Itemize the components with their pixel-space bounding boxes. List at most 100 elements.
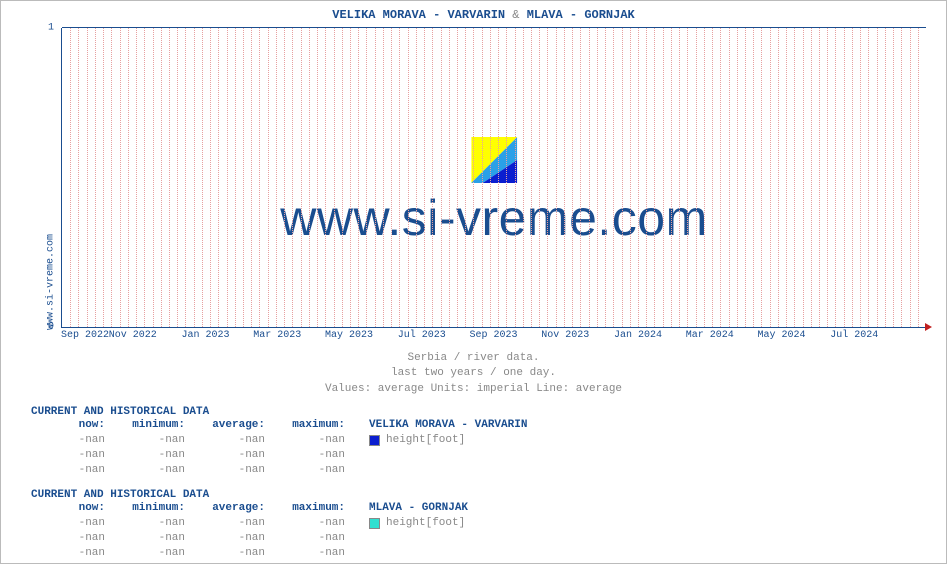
grid-line [506,28,507,327]
grid-line [169,28,170,327]
table-cell: -nan [191,433,271,448]
grid-line [811,28,812,327]
grid-line [202,28,203,327]
grid-line [120,28,121,327]
table-cell: -nan [31,546,111,561]
grid-line [687,28,688,327]
column-header: maximum: [271,501,351,516]
column-header: average: [191,418,271,433]
grid-line [441,28,442,327]
table-cell: -nan [31,463,111,478]
grid-line [786,28,787,327]
grid-line [375,28,376,327]
grid-line [473,28,474,327]
table-cell: -nan [31,516,111,531]
table-cell: -nan [191,546,271,561]
grid-line [194,28,195,327]
data-tables: CURRENT AND HISTORICAL DATAnow:minimum:a… [31,406,936,573]
grid-line [589,28,590,327]
column-header: minimum: [111,418,191,433]
table-cell: -nan [191,448,271,463]
grid-line [498,28,499,327]
color-swatch-icon [369,518,380,529]
grid-line [745,28,746,327]
grid-line [877,28,878,327]
x-tick-label: Sep 2023 [469,330,517,341]
grid-line [729,28,730,327]
series-label: VELIKA MORAVA - VARVARIN [351,418,533,433]
chart-subtitle: Serbia / river data.last two years / one… [1,351,946,397]
grid-line [720,28,721,327]
grid-line [671,28,672,327]
column-header: average: [191,501,271,516]
grid-line [87,28,88,327]
table-row: -nan-nan-nan-nan [31,463,936,478]
subtitle-line: Serbia / river data. [1,351,946,366]
grid-line [564,28,565,327]
grid-line [770,28,771,327]
table-row: -nan-nan-nan-nan [31,546,936,561]
grid-line [893,28,894,327]
grid-line [153,28,154,327]
grid-line [572,28,573,327]
table-cell: -nan [111,463,191,478]
grid-line [844,28,845,327]
table-cell: -nan [271,546,351,561]
chart-title: VELIKA MORAVA - VARVARIN & MLAVA - GORNJ… [31,6,936,28]
table-cell: -nan [111,448,191,463]
grid-line [465,28,466,327]
grid-line [342,28,343,327]
x-tick-label: Jan 2024 [614,330,662,341]
grid-line [144,28,145,327]
grid-line [292,28,293,327]
grid-line [399,28,400,327]
grid-line [868,28,869,327]
grid-line [177,28,178,327]
table-cell: -nan [31,433,111,448]
grid-line [449,28,450,327]
grid-line [605,28,606,327]
grid-line [654,28,655,327]
grid-line [259,28,260,327]
grid-line [383,28,384,327]
grid-line [547,28,548,327]
column-header: minimum: [111,501,191,516]
grid-line [432,28,433,327]
data-table: CURRENT AND HISTORICAL DATAnow:minimum:a… [31,406,936,477]
grid-line [457,28,458,327]
grid-line [185,28,186,327]
column-header: maximum: [271,418,351,433]
grid-line [358,28,359,327]
grid-line [663,28,664,327]
grid-line [556,28,557,327]
grid-line [210,28,211,327]
table-cell: -nan [111,546,191,561]
table-row: -nan-nan-nan-nan [31,448,936,463]
grid-line [490,28,491,327]
plot-region: www.si-vreme.com 01 [61,28,926,328]
chart-area: VELIKA MORAVA - VARVARIN & MLAVA - GORNJ… [31,6,936,346]
grid-line [161,28,162,327]
watermark: www.si-vreme.com [280,137,707,247]
figure-container: www.si-vreme.com VELIKA MORAVA - VARVARI… [0,0,947,564]
grid-line [794,28,795,327]
x-tick-label: Jul 2024 [830,330,878,341]
x-tick-label: Jan 2023 [181,330,229,341]
table-cell: -nan [191,463,271,478]
watermark-logo-icon [471,137,517,183]
x-tick-label: May 2023 [325,330,373,341]
table-cell: -nan [31,531,111,546]
grid-line [803,28,804,327]
x-tick-label: Nov 2023 [541,330,589,341]
grid-line [901,28,902,327]
table-cell: -nan [271,463,351,478]
grid-line [761,28,762,327]
grid-line [638,28,639,327]
y-tick-label: 1 [48,23,54,34]
table-cell: -nan [191,516,271,531]
column-header: now: [31,501,111,516]
grid-line [128,28,129,327]
metric-label: height[foot] [386,516,465,531]
grid-line [408,28,409,327]
x-tick-label: Jul 2023 [398,330,446,341]
